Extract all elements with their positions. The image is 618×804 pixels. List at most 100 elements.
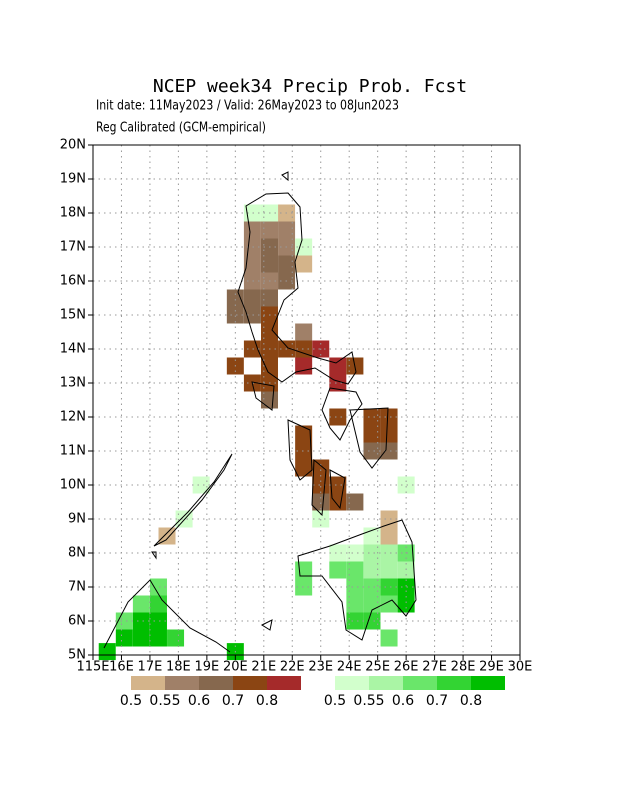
prob-cell [363, 578, 381, 596]
prob-cell [295, 442, 313, 460]
prob-cell [243, 255, 261, 273]
prob-cell [380, 510, 398, 528]
colorbar-label: 0.7 [222, 693, 244, 709]
y-tick-label: 19N [60, 172, 86, 187]
prob-cell [243, 289, 261, 307]
prob-cell [346, 595, 364, 613]
prob-cell [329, 357, 347, 375]
x-tick-label: 28E [451, 660, 476, 675]
y-tick-label: 11N [60, 444, 86, 459]
title: NCEP week34 Precip Prob. Fcst [153, 76, 467, 97]
colorbar-swatch [165, 676, 199, 690]
colorbar-label: 0.6 [392, 693, 414, 709]
y-tick-label: 20N [60, 138, 86, 153]
colorbar-swatch [403, 676, 437, 690]
y-tick-label: 5N [68, 648, 86, 663]
prob-cell [98, 643, 116, 661]
prob-cell [243, 221, 261, 239]
colorbar-swatch [471, 676, 505, 690]
x-tick-label: 16E [109, 660, 134, 675]
prob-cell [380, 408, 398, 426]
prob-cell [380, 425, 398, 443]
prob-cell [149, 595, 167, 613]
prob-cell [295, 578, 313, 596]
y-tick-label: 13N [60, 376, 86, 391]
prob-cell [329, 408, 347, 426]
prob-cell [295, 323, 313, 341]
prob-cell [346, 561, 364, 579]
prob-cell [397, 578, 415, 596]
prob-cell [132, 595, 150, 613]
prob-cell [295, 340, 313, 358]
prob-cell [397, 476, 415, 494]
prob-cell [278, 255, 296, 273]
prob-cell [363, 544, 381, 562]
prob-cell [329, 374, 347, 392]
colorbar-swatch [233, 676, 267, 690]
colorbar-label: 0.55 [149, 693, 180, 709]
prob-cell [346, 612, 364, 630]
colorbar-label: 0.5 [324, 693, 346, 709]
prob-cell [243, 272, 261, 290]
prob-cell [312, 459, 330, 477]
y-tick-label: 7N [68, 580, 86, 595]
prob-cell [380, 629, 398, 647]
prob-cell [346, 493, 364, 511]
subtitle: Reg Calibrated (GCM-empirical) [96, 121, 266, 136]
x-tick-label: 22E [280, 660, 305, 675]
prob-cell [363, 561, 381, 579]
x-tick-label: 21E [251, 660, 276, 675]
prob-cell [346, 578, 364, 596]
x-tick-label: 24E [337, 660, 362, 675]
prob-cell [363, 612, 381, 630]
prob-cell [346, 544, 364, 562]
prob-cell [149, 612, 167, 630]
prob-cell [329, 476, 347, 494]
x-tick-label: 23E [308, 660, 333, 675]
y-tick-label: 8N [68, 546, 86, 561]
y-tick-label: 16N [60, 274, 86, 289]
colorbar-swatch [199, 676, 233, 690]
coastline [103, 171, 417, 653]
x-tick-label: 26E [394, 660, 419, 675]
prob-cell [380, 561, 398, 579]
y-tick-label: 17N [60, 240, 86, 255]
colorbar-swatch [335, 676, 369, 690]
prob-cell [260, 323, 278, 341]
x-tick-label: 20E [223, 660, 248, 675]
prob-cell [260, 391, 278, 409]
prob-cell [132, 629, 150, 647]
prob-cell [167, 629, 185, 647]
prob-cell [260, 221, 278, 239]
colorbar-swatch [267, 676, 301, 690]
x-tick-label: 19E [194, 660, 219, 675]
prob-cell [380, 544, 398, 562]
prob-cell [295, 255, 313, 273]
prob-cell [295, 357, 313, 375]
prob-cell [149, 578, 167, 596]
prob-cell [226, 306, 244, 324]
y-tick-label: 10N [60, 478, 86, 493]
prob-cell [380, 527, 398, 545]
y-tick-label: 18N [60, 206, 86, 221]
y-tick-label: 12N [60, 410, 86, 425]
prob-cell [363, 408, 381, 426]
prob-cell [260, 357, 278, 375]
y-tick-label: 6N [68, 614, 86, 629]
prob-cell [158, 527, 176, 545]
prob-cell [226, 289, 244, 307]
y-tick-label: 9N [68, 512, 86, 527]
colorbar-swatch [369, 676, 403, 690]
colorbar-label: 0.5 [120, 693, 142, 709]
x-tick-label: 25E [365, 660, 390, 675]
prob-cell [260, 255, 278, 273]
prob-cell [380, 595, 398, 613]
y-tick-label: 15N [60, 308, 86, 323]
prob-cell [363, 442, 381, 460]
x-tick-label: 30E [508, 660, 533, 675]
x-tick-label: 115E [76, 660, 109, 675]
colorbar-label: 0.55 [353, 693, 384, 709]
colorbar-swatch [131, 676, 165, 690]
x-tick-label: 17E [138, 660, 163, 675]
